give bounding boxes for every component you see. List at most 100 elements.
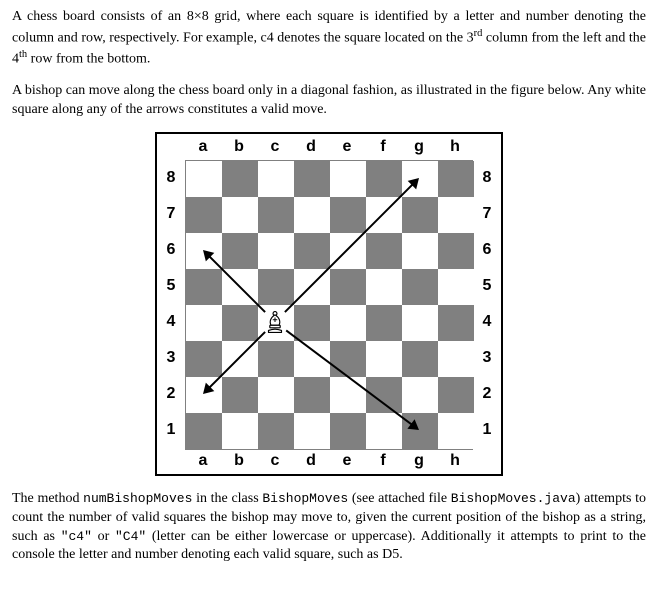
board-square bbox=[186, 161, 222, 197]
board-square bbox=[258, 233, 294, 269]
board-square bbox=[294, 269, 330, 305]
board-square bbox=[294, 305, 330, 341]
board-square bbox=[186, 305, 222, 341]
board-square bbox=[186, 269, 222, 305]
board-square bbox=[366, 233, 402, 269]
corner-spacer bbox=[157, 448, 185, 474]
file-label-bottom: g bbox=[401, 448, 437, 474]
bishop-icon bbox=[257, 304, 293, 340]
board-square bbox=[222, 341, 258, 377]
board-square bbox=[330, 233, 366, 269]
board-square bbox=[186, 197, 222, 233]
board-square bbox=[330, 305, 366, 341]
board-square bbox=[294, 233, 330, 269]
board-square bbox=[186, 377, 222, 413]
board-square bbox=[438, 341, 474, 377]
file-label-top: e bbox=[329, 134, 365, 160]
file-label-bottom: e bbox=[329, 448, 365, 474]
board-square bbox=[258, 341, 294, 377]
rank-label-right: 7 bbox=[473, 196, 501, 232]
board-square bbox=[222, 233, 258, 269]
rank-label-left: 2 bbox=[157, 376, 185, 412]
board-square bbox=[438, 305, 474, 341]
rank-label-right: 2 bbox=[473, 376, 501, 412]
rank-label-right: 6 bbox=[473, 232, 501, 268]
board-square bbox=[366, 161, 402, 197]
board-grid bbox=[185, 160, 473, 450]
board-square bbox=[258, 413, 294, 449]
rank-label-right: 3 bbox=[473, 340, 501, 376]
file-label-bottom: c bbox=[257, 448, 293, 474]
board-square bbox=[438, 197, 474, 233]
board-square bbox=[402, 161, 438, 197]
rank-label-right: 1 bbox=[473, 412, 501, 448]
board-square bbox=[222, 269, 258, 305]
board-square bbox=[438, 161, 474, 197]
board-square bbox=[222, 161, 258, 197]
board-square bbox=[222, 377, 258, 413]
board-square bbox=[330, 269, 366, 305]
board-square bbox=[294, 161, 330, 197]
file-label-bottom: d bbox=[293, 448, 329, 474]
file-label-top: g bbox=[401, 134, 437, 160]
file-label-bottom: h bbox=[437, 448, 473, 474]
board-square bbox=[186, 341, 222, 377]
corner-spacer bbox=[473, 448, 501, 474]
board-square bbox=[222, 305, 258, 341]
board-square bbox=[294, 341, 330, 377]
rank-label-left: 8 bbox=[157, 160, 185, 196]
board-square bbox=[366, 269, 402, 305]
file-label-top: f bbox=[365, 134, 401, 160]
board-square bbox=[330, 197, 366, 233]
board-square bbox=[186, 413, 222, 449]
board-square bbox=[438, 269, 474, 305]
board-square bbox=[222, 413, 258, 449]
board-square bbox=[258, 269, 294, 305]
board-square bbox=[402, 377, 438, 413]
board-square bbox=[402, 341, 438, 377]
board-square bbox=[330, 377, 366, 413]
board-frame-grid: a b c d e f g h 8 7 6 5 4 3 2 1 8 7 6 5 … bbox=[157, 134, 501, 474]
file-label-top: a bbox=[185, 134, 221, 160]
rank-label-right: 4 bbox=[473, 304, 501, 340]
corner-spacer bbox=[473, 134, 501, 160]
board-square bbox=[294, 413, 330, 449]
file-label-top: d bbox=[293, 134, 329, 160]
board-square bbox=[294, 377, 330, 413]
file-label-top: c bbox=[257, 134, 293, 160]
file-label-bottom: a bbox=[185, 448, 221, 474]
intro-paragraph-2: A bishop can move along the chess board … bbox=[12, 82, 646, 120]
board-square bbox=[438, 413, 474, 449]
rank-label-left: 4 bbox=[157, 304, 185, 340]
file-label-bottom: b bbox=[221, 448, 257, 474]
board-square bbox=[366, 413, 402, 449]
file-label-bottom: f bbox=[365, 448, 401, 474]
board-cells bbox=[185, 160, 473, 448]
board-figure: a b c d e f g h 8 7 6 5 4 3 2 1 8 7 6 5 … bbox=[12, 132, 646, 476]
rank-label-left: 3 bbox=[157, 340, 185, 376]
board-square bbox=[438, 233, 474, 269]
board-square bbox=[186, 233, 222, 269]
board-square bbox=[402, 305, 438, 341]
board-square bbox=[330, 413, 366, 449]
board-square bbox=[402, 197, 438, 233]
method-paragraph: The method numBishopMoves in the class B… bbox=[12, 490, 646, 566]
file-label-top: h bbox=[437, 134, 473, 160]
rank-label-left: 1 bbox=[157, 412, 185, 448]
rank-label-right: 5 bbox=[473, 268, 501, 304]
rank-label-right: 8 bbox=[473, 160, 501, 196]
rank-label-left: 7 bbox=[157, 196, 185, 232]
board-square bbox=[366, 305, 402, 341]
board-square bbox=[402, 269, 438, 305]
board-square bbox=[258, 197, 294, 233]
rank-label-left: 5 bbox=[157, 268, 185, 304]
corner-spacer bbox=[157, 134, 185, 160]
intro-paragraph-1: A chess board consists of an 8×8 grid, w… bbox=[12, 8, 646, 70]
board-square bbox=[258, 161, 294, 197]
board-square bbox=[258, 377, 294, 413]
board-square bbox=[366, 197, 402, 233]
board-square bbox=[366, 341, 402, 377]
board-outer-frame: a b c d e f g h 8 7 6 5 4 3 2 1 8 7 6 5 … bbox=[155, 132, 503, 476]
board-square bbox=[330, 161, 366, 197]
board-square bbox=[438, 377, 474, 413]
